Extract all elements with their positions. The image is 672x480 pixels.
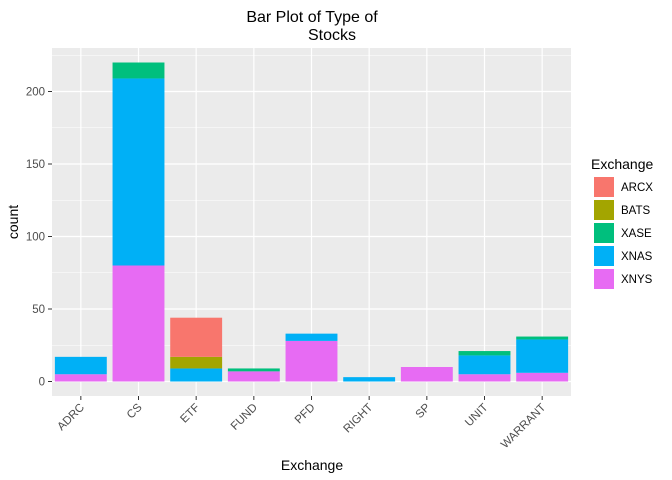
legend-label: XASE xyxy=(621,228,652,240)
legend-key-bats xyxy=(594,200,614,220)
x-tick-label: ETF xyxy=(178,402,202,426)
bar-segment-unit-xnys xyxy=(458,374,511,382)
bar-segment-cs-xase xyxy=(112,62,165,79)
y-axis-title: count xyxy=(5,205,21,239)
bar-segment-adrc-xnas xyxy=(54,356,107,375)
chart-title-line-1: Bar Plot of Type of xyxy=(246,9,378,26)
bar-segment-pfd-xnys xyxy=(285,340,338,382)
x-tick-label: RIGHT xyxy=(342,402,376,436)
x-tick-label: ADRC xyxy=(55,402,87,434)
y-tick-label: 50 xyxy=(32,304,45,316)
bar-segment-fund-xase xyxy=(227,368,280,372)
x-tick-label: SP xyxy=(414,401,434,421)
y-tick-label: 0 xyxy=(39,377,45,389)
x-tick-label: FUND xyxy=(229,402,260,433)
bar-segment-adrc-xnys xyxy=(54,374,107,382)
y-tick-label: 200 xyxy=(26,87,45,99)
legend-label: ARCX xyxy=(621,182,653,194)
legend-label: XNAS xyxy=(621,251,653,263)
x-tick-label: UNIT xyxy=(463,402,490,429)
bar-segment-warrant-xase xyxy=(516,336,569,340)
bar-segment-unit-xnas xyxy=(458,355,511,375)
bar-segment-etf-xnas xyxy=(170,368,223,382)
y-tick-label: 100 xyxy=(26,232,45,244)
legend-label: XNYS xyxy=(621,274,653,286)
legend-key-arcx xyxy=(594,177,614,197)
y-axis: 0 50 100 150 200 xyxy=(26,87,52,389)
legend-key-xase xyxy=(594,223,614,243)
legend-key-xnys xyxy=(594,269,614,289)
bar-segment-etf-arcx xyxy=(170,317,223,357)
x-axis: ADRC CS ETF FUND PFD RIGHT SP UNIT WARRANT xyxy=(55,396,548,451)
bar-segment-etf-bats xyxy=(170,356,223,369)
bar-segment-warrant-xnas xyxy=(516,339,569,373)
x-axis-title: Exchange xyxy=(281,457,343,473)
bar-segment-sp-xnys xyxy=(400,367,453,382)
bar-segment-unit-xase xyxy=(458,351,511,356)
bar-segment-right-xnas xyxy=(343,377,396,382)
y-tick-label: 150 xyxy=(26,159,45,171)
bar-segment-cs-xnys xyxy=(112,265,165,382)
legend-key-xnas xyxy=(594,246,614,266)
bar-segment-pfd-xnas xyxy=(285,333,338,341)
bar-segment-warrant-xnys xyxy=(516,372,569,382)
bars xyxy=(54,62,569,382)
x-tick-label: CS xyxy=(125,401,145,421)
chart-title-line-2: Stocks xyxy=(308,27,356,44)
bar-segment-cs-xnas xyxy=(112,78,165,266)
legend: Exchange ARCX BATS XASE XNAS XNYS xyxy=(591,156,653,289)
bar-segment-fund-xnys xyxy=(227,371,280,382)
x-tick-label: WARRANT xyxy=(499,402,548,451)
legend-label: BATS xyxy=(621,205,651,217)
x-tick-label: PFD xyxy=(293,402,318,427)
legend-title: Exchange xyxy=(591,156,653,172)
